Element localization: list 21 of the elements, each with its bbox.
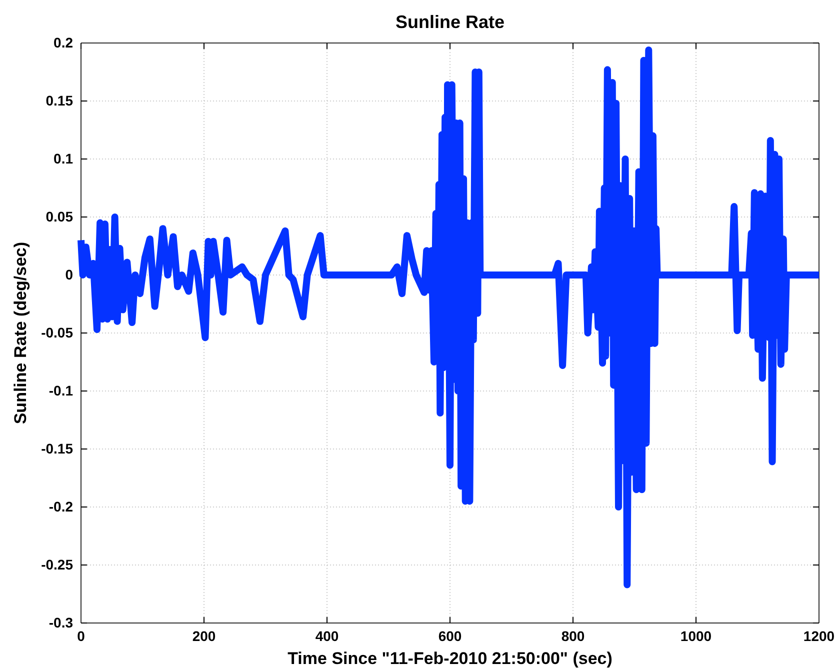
y-tick-label: 0.1: [54, 150, 74, 166]
y-tick-label: -0.25: [41, 556, 74, 572]
y-tick-label: 0.05: [46, 208, 74, 224]
x-tick-label: 1200: [803, 628, 835, 644]
x-tick-label: 800: [561, 628, 585, 644]
y-tick-label: -0.05: [41, 324, 74, 340]
x-tick-label: 200: [192, 628, 216, 644]
y-tick-label: 0.15: [46, 92, 74, 108]
y-tick-label: -0.3: [48, 614, 74, 630]
x-tick-label: 600: [438, 628, 462, 644]
y-axis-title: Sunline Rate (deg/sec): [11, 242, 30, 424]
x-axis-title: Time Since "11-Feb-2010 21:50:00" (sec): [288, 649, 612, 668]
x-tick-label: 0: [77, 628, 86, 644]
y-tick-label: -0.15: [41, 440, 74, 456]
y-tick-label: -0.2: [48, 498, 74, 514]
x-tick-label: 400: [315, 628, 339, 644]
chart-title: Sunline Rate: [395, 12, 505, 32]
x-tick-label: 1000: [680, 628, 712, 644]
y-tick-label: 0: [65, 266, 74, 282]
y-tick-label: 0.2: [54, 34, 74, 50]
y-tick-label: -0.1: [48, 382, 74, 398]
